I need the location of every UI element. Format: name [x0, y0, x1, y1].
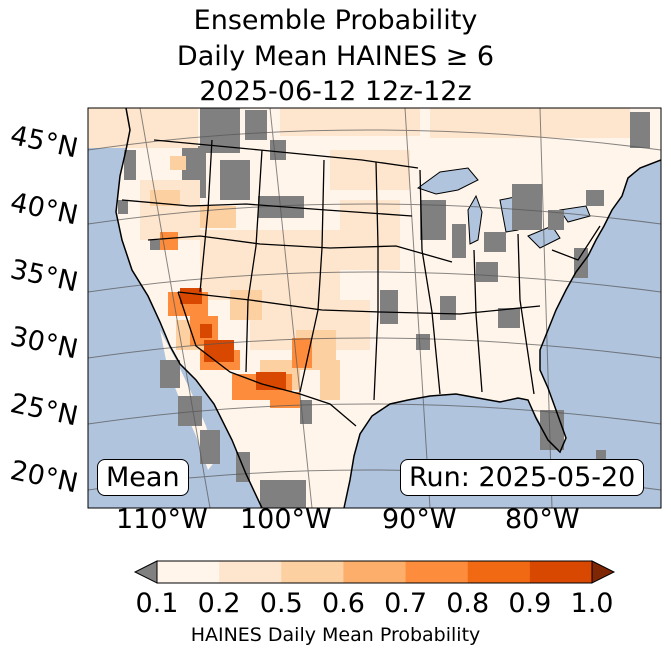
- colorbar-cell: [281, 561, 344, 583]
- colorbar-tick-label: 0.8: [446, 588, 490, 619]
- coastline: [115, 108, 661, 508]
- lon-label-80: 80°W: [505, 504, 580, 535]
- colorbar-under-arrow: [133, 560, 158, 584]
- stat-label-box: Mean: [97, 459, 189, 496]
- title-line-2: Daily Mean HAINES ≥ 6: [176, 41, 495, 72]
- run-date-box: Run: 2025-05-20: [400, 459, 645, 496]
- prob-very-high: [180, 288, 286, 390]
- graticule: [88, 108, 661, 508]
- state-borders: [121, 139, 601, 427]
- title-line-1: Ensemble Probability: [193, 5, 478, 36]
- prob-low: [88, 108, 630, 350]
- colorbar-tick-label: 0.6: [321, 588, 365, 619]
- lon-label-90: 90°W: [382, 504, 457, 535]
- lon-label-100: 100°W: [240, 504, 332, 535]
- colorbar-tick-label: 0.1: [135, 588, 179, 619]
- colorbar-cell: [157, 561, 220, 583]
- colorbar-cells: [157, 561, 593, 583]
- title-line-3: 2025-06-12 12z-12z: [199, 76, 472, 107]
- colorbar-cell: [529, 561, 593, 583]
- colorbar-cell: [405, 561, 469, 583]
- colorbar-tick-label: 0.9: [508, 588, 552, 619]
- colorbar-cell: [343, 561, 407, 583]
- colorbar-tick-label: 0.7: [384, 588, 428, 619]
- map-frame: [87, 107, 662, 509]
- colorbar-tick-label: 0.5: [259, 588, 303, 619]
- colorbar-over-arrow: [591, 560, 616, 584]
- colorbar-tick-label: 0.2: [197, 588, 241, 619]
- colorbar-label: HAINES Daily Mean Probability: [190, 624, 481, 646]
- colorbar-cell: [467, 561, 531, 583]
- colorbar-frame: [156, 560, 593, 584]
- lon-label-110: 110°W: [116, 504, 208, 535]
- colorbar-cell: [219, 561, 282, 583]
- colorbar-tick-label: 1.0: [570, 588, 614, 619]
